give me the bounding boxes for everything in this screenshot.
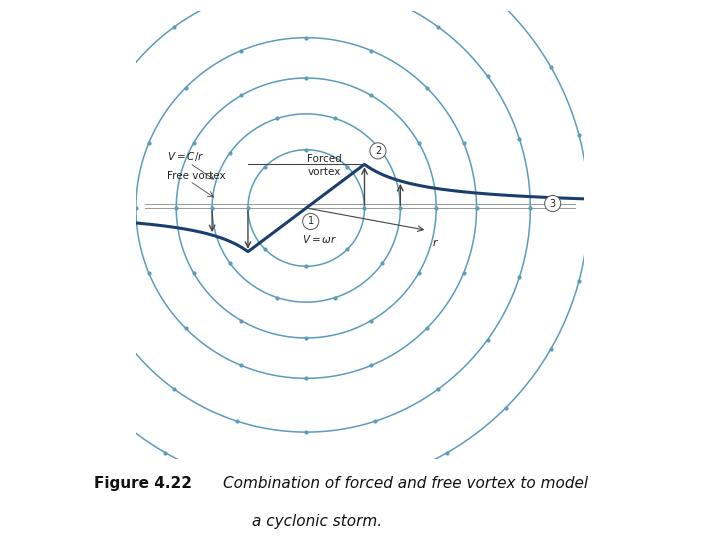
Text: $V = \omega r$: $V = \omega r$ (302, 233, 337, 245)
Circle shape (544, 195, 561, 212)
Text: $r$: $r$ (432, 237, 439, 248)
Text: 1: 1 (307, 217, 314, 226)
Text: Forced
vortex: Forced vortex (307, 154, 341, 177)
Text: Combination of forced and free vortex to model: Combination of forced and free vortex to… (223, 476, 588, 491)
Text: 3: 3 (549, 199, 556, 208)
Text: 2: 2 (375, 146, 381, 156)
Text: Figure 4.22: Figure 4.22 (94, 476, 192, 491)
Text: $V = C/r$: $V = C/r$ (167, 150, 204, 163)
Text: Free vortex: Free vortex (167, 171, 226, 181)
Circle shape (302, 213, 319, 230)
Circle shape (370, 143, 386, 159)
Text: a cyclonic storm.: a cyclonic storm. (252, 514, 382, 529)
